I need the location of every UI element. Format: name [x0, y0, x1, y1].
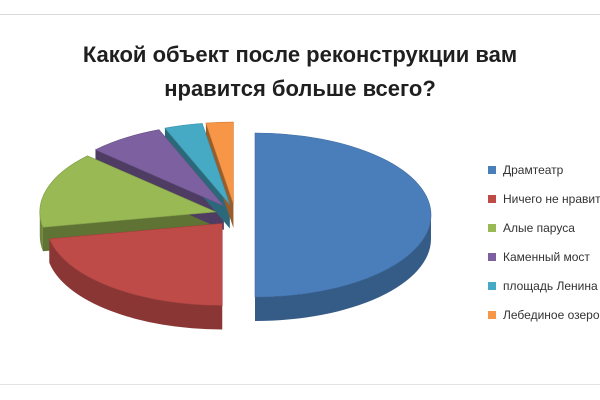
chart-title-line-1: Какой объект после реконструкции вам [82, 42, 518, 67]
pie-slice-каменный-мост [94, 129, 224, 207]
legend-item: площадь Ленина [488, 271, 600, 300]
pie-slice-площадь-ленина [164, 123, 231, 205]
legend-swatch [488, 252, 496, 261]
legend-item: Алые паруса [488, 213, 600, 242]
legend-item: Каменный мост [488, 242, 600, 271]
legend-item: Лебединое озеро [488, 300, 600, 329]
legend-swatch [488, 223, 496, 232]
legend-label: площадь Ленина [503, 278, 598, 293]
pie-slice-драмтеатр [254, 132, 432, 298]
pie-slice-лебединое-озеро [205, 121, 234, 205]
legend-item: Драмтеатр [488, 155, 600, 184]
legend-item: Ничего не нравится [488, 184, 600, 213]
legend-swatch [488, 310, 496, 319]
pie-slice-ничего-не-нравится [48, 223, 223, 306]
pie-slice-side-алые-паруса [39, 211, 43, 252]
legend-label: Алые паруса [503, 220, 575, 235]
chart-legend: Драмтеатр Ничего не нравится Алые паруса Ка… [488, 155, 600, 329]
top-divider [0, 14, 600, 15]
legend-swatch [488, 194, 496, 203]
chart-title-line-2: нравится больше всего? [164, 76, 436, 101]
legend-label: Ничего не нравится [503, 191, 600, 206]
legend-label: Драмтеатр [503, 162, 564, 177]
legend-swatch [488, 281, 496, 290]
bottom-divider [0, 384, 600, 385]
legend-swatch [488, 165, 496, 174]
chart-title: Какой объект после реконструкции вам нра… [20, 38, 580, 106]
pie-slice-алые-паруса [39, 155, 216, 228]
pie-slice-side-ничего-не-нравится [49, 238, 223, 330]
legend-label: Каменный мост [503, 249, 590, 264]
legend-label: Лебединое озеро [503, 307, 600, 322]
